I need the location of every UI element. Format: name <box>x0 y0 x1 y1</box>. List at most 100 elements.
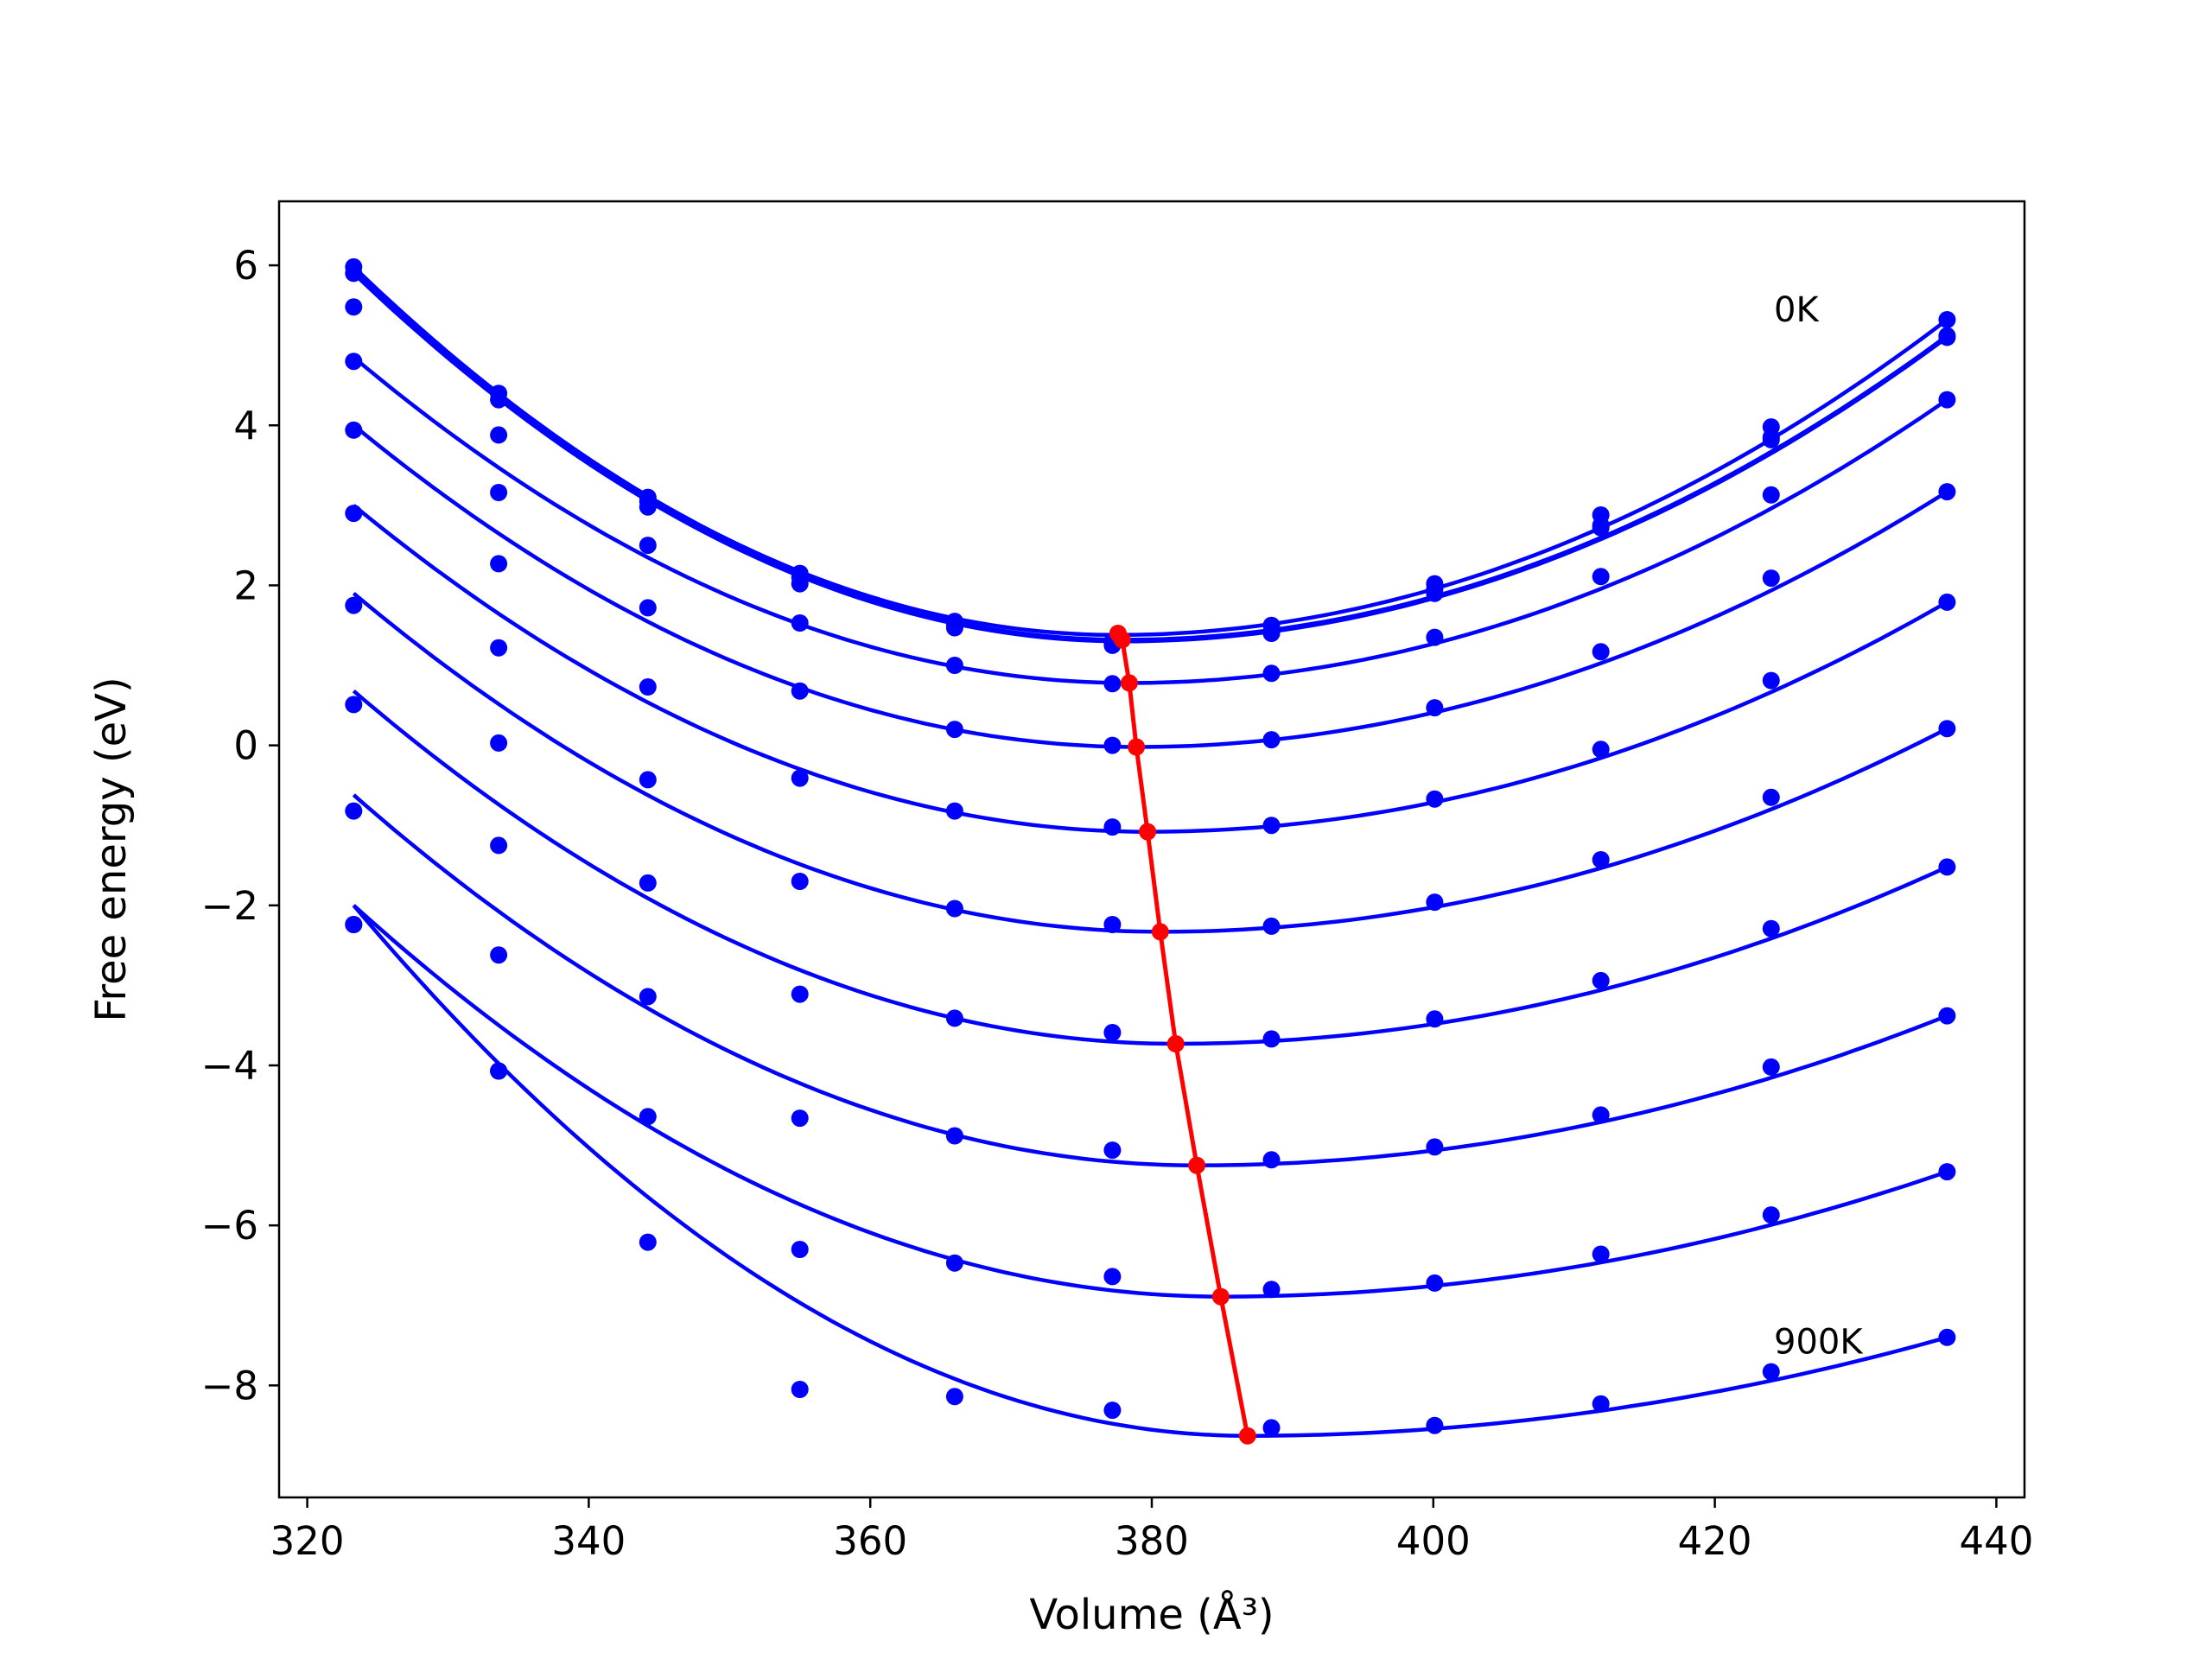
data-point <box>791 1241 809 1258</box>
data-point <box>791 575 809 593</box>
data-point <box>1592 1395 1610 1413</box>
data-point <box>1426 1138 1444 1156</box>
x-tick-label: 420 <box>1678 1518 1752 1564</box>
data-point <box>345 264 363 283</box>
fit-curves-layer <box>352 265 1948 1438</box>
y-axis-label: Free energy (eV) <box>87 677 136 1021</box>
data-point <box>1938 1163 1956 1181</box>
data-point <box>1262 625 1281 642</box>
data-point <box>1938 1328 1956 1346</box>
data-point <box>1426 893 1444 912</box>
data-point <box>639 988 657 1006</box>
data-point <box>1262 664 1281 683</box>
y-tick-label: −2 <box>201 883 258 929</box>
data-point <box>1103 675 1122 693</box>
x-tick-label: 380 <box>1115 1518 1189 1564</box>
data-point <box>639 771 657 789</box>
minimum-point <box>1211 1287 1230 1306</box>
fit-curve-9 <box>352 904 1948 1299</box>
data-point <box>1262 1151 1281 1169</box>
data-point <box>490 391 508 409</box>
data-point <box>1103 818 1122 836</box>
data-point <box>1938 391 1956 409</box>
data-point <box>1592 851 1610 868</box>
data-point <box>945 802 963 820</box>
data-point <box>945 619 963 637</box>
y-tick-label: −4 <box>201 1043 258 1089</box>
data-point <box>1762 1363 1780 1381</box>
data-point <box>490 639 508 657</box>
data-point <box>1592 568 1610 586</box>
data-point <box>1938 858 1956 876</box>
data-point <box>1592 1245 1610 1263</box>
data-point <box>791 1109 809 1128</box>
data-point <box>639 874 657 892</box>
data-point <box>639 1233 657 1251</box>
data-point <box>945 899 963 918</box>
data-point <box>1762 569 1780 588</box>
minimum-point <box>1120 674 1138 692</box>
annotation-900k: 900K <box>1774 1322 1864 1362</box>
data-point <box>1592 741 1610 759</box>
data-point <box>1592 518 1610 537</box>
data-point <box>791 769 809 787</box>
data-point <box>490 555 508 573</box>
data-point <box>1103 916 1122 933</box>
x-tick-label: 340 <box>551 1518 626 1564</box>
data-point <box>945 1254 963 1272</box>
data-point <box>1762 919 1780 938</box>
data-point <box>1762 430 1780 448</box>
y-tick-label: −6 <box>201 1203 258 1249</box>
data-point <box>639 498 657 516</box>
data-point <box>1103 1402 1122 1420</box>
data-point <box>1262 1030 1281 1048</box>
data-point <box>1262 1281 1281 1299</box>
data-point <box>945 657 963 674</box>
data-point <box>639 537 657 555</box>
data-point <box>345 353 363 371</box>
data-point <box>490 426 508 444</box>
data-point <box>639 1108 657 1126</box>
fit-curve-4 <box>352 423 1948 749</box>
minima-path-layer <box>1109 625 1256 1445</box>
data-point <box>1262 817 1281 835</box>
data-point <box>1103 1268 1122 1286</box>
data-point <box>1426 584 1444 602</box>
x-axis-label: Volume (Å³) <box>1029 1590 1274 1639</box>
data-point <box>490 946 508 964</box>
minimum-point <box>1188 1156 1206 1174</box>
minimum-point <box>1238 1427 1256 1445</box>
data-point <box>345 696 363 714</box>
data-point <box>1938 1007 1956 1025</box>
data-point <box>639 599 657 617</box>
data-point <box>490 1062 508 1080</box>
data-point <box>1426 1274 1444 1292</box>
data-point <box>1592 1106 1610 1124</box>
data-point <box>1103 736 1122 754</box>
data-point <box>345 505 363 523</box>
data-point <box>1103 1024 1122 1041</box>
data-point <box>945 1009 963 1027</box>
data-point <box>945 721 963 739</box>
x-tick-label: 400 <box>1396 1518 1471 1564</box>
data-point <box>1762 1058 1780 1076</box>
fit-curve-6 <box>352 591 1948 934</box>
data-point <box>345 421 363 439</box>
data-point <box>1426 628 1444 646</box>
fit-curve-3 <box>352 355 1948 685</box>
data-point <box>1592 971 1610 989</box>
data-point <box>1938 720 1956 738</box>
y-tick-label: 4 <box>233 403 258 448</box>
data-point <box>1262 917 1281 935</box>
data-point <box>1938 311 1956 328</box>
data-point <box>1938 328 1956 346</box>
x-axis-ticks: 320 340 360 380 400 420 440 <box>270 1497 2033 1564</box>
data-point <box>1262 731 1281 749</box>
data-point <box>639 678 657 696</box>
data-point <box>1762 671 1780 690</box>
data-point <box>1426 790 1444 808</box>
data-point <box>345 596 363 614</box>
data-point <box>791 614 809 632</box>
data-point <box>1938 483 1956 501</box>
